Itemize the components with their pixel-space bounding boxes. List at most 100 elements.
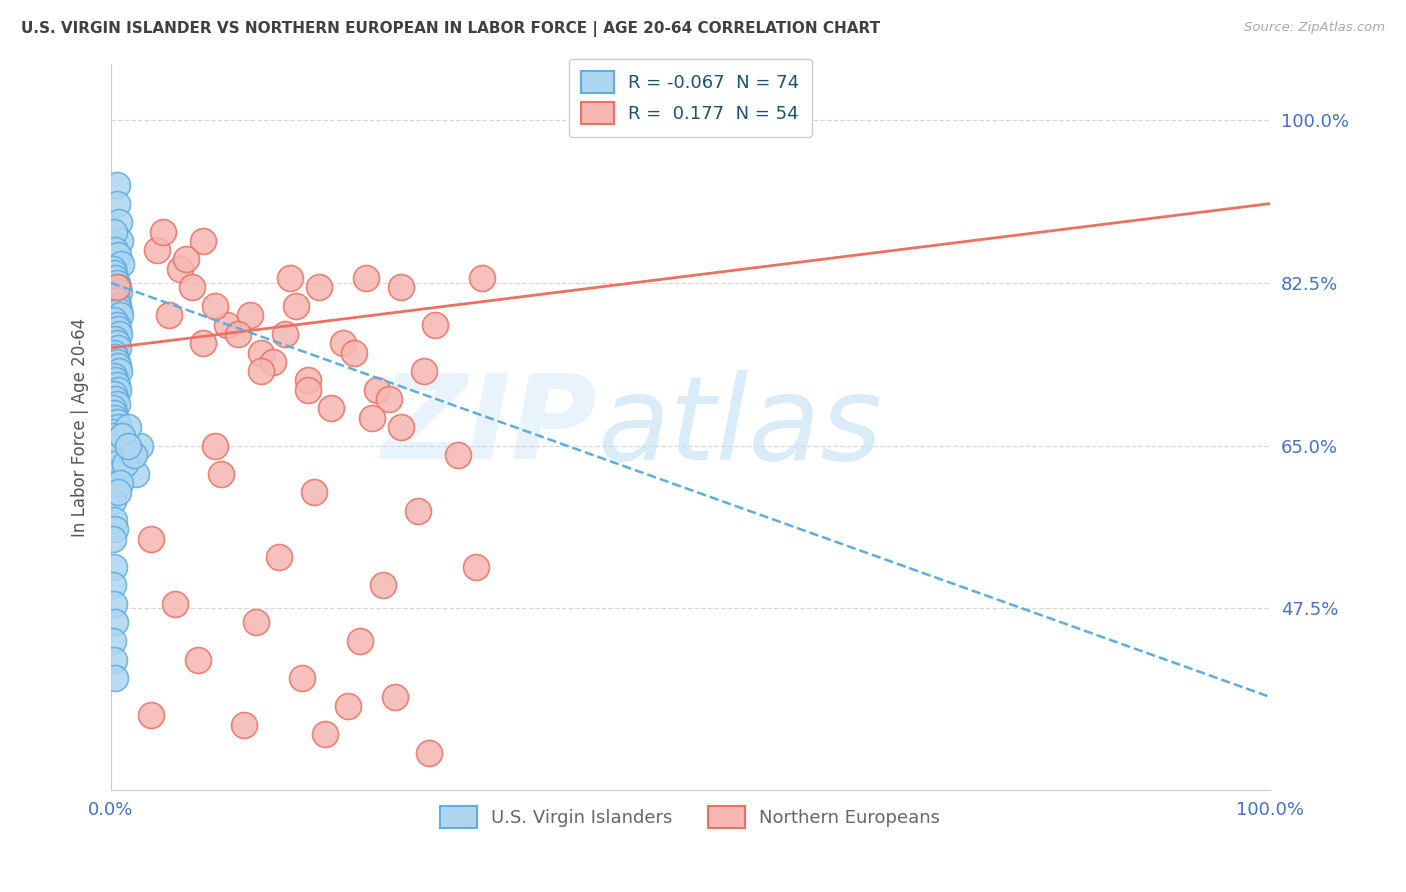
Point xyxy=(103,457,125,471)
Point xyxy=(105,336,128,351)
Point xyxy=(104,350,127,364)
Point xyxy=(104,332,127,346)
Point xyxy=(108,215,131,229)
Point xyxy=(319,401,342,416)
Point xyxy=(302,485,325,500)
Point xyxy=(107,383,129,397)
Point xyxy=(105,439,128,453)
Point xyxy=(105,294,128,309)
Point xyxy=(105,378,128,392)
Point xyxy=(103,368,125,383)
Point xyxy=(378,392,401,406)
Point xyxy=(291,671,314,685)
Point xyxy=(314,727,336,741)
Point xyxy=(101,425,124,439)
Point xyxy=(104,671,127,685)
Point xyxy=(104,410,127,425)
Point xyxy=(103,290,125,304)
Point xyxy=(105,280,128,294)
Point xyxy=(114,457,136,471)
Point xyxy=(107,280,129,294)
Point xyxy=(337,699,360,714)
Point xyxy=(107,420,129,434)
Point xyxy=(101,494,124,508)
Legend: U.S. Virgin Islanders, Northern Europeans: U.S. Virgin Islanders, Northern European… xyxy=(433,799,948,835)
Point xyxy=(418,746,440,760)
Point xyxy=(425,318,447,332)
Point xyxy=(101,634,124,648)
Point xyxy=(105,276,128,290)
Point xyxy=(105,475,128,490)
Point xyxy=(273,326,295,341)
Point xyxy=(103,225,125,239)
Point xyxy=(280,271,302,285)
Point xyxy=(215,318,238,332)
Point xyxy=(104,243,127,257)
Point xyxy=(384,690,406,704)
Point xyxy=(101,261,124,276)
Point xyxy=(366,383,388,397)
Point xyxy=(103,597,125,611)
Point xyxy=(141,532,163,546)
Point xyxy=(174,252,197,267)
Point xyxy=(122,448,145,462)
Point xyxy=(105,355,128,369)
Point xyxy=(262,355,284,369)
Point xyxy=(103,267,125,281)
Point xyxy=(104,292,127,306)
Point xyxy=(103,652,125,666)
Point xyxy=(471,271,494,285)
Point xyxy=(101,448,124,462)
Point xyxy=(105,318,128,332)
Text: Source: ZipAtlas.com: Source: ZipAtlas.com xyxy=(1244,21,1385,34)
Point xyxy=(360,410,382,425)
Point xyxy=(103,313,125,327)
Point xyxy=(107,248,129,262)
Point xyxy=(169,261,191,276)
Point xyxy=(285,299,308,313)
Point xyxy=(245,615,267,630)
Point xyxy=(308,280,330,294)
Y-axis label: In Labor Force | Age 20-64: In Labor Force | Age 20-64 xyxy=(72,318,89,537)
Point xyxy=(297,374,319,388)
Point xyxy=(110,257,132,271)
Point xyxy=(267,550,290,565)
Point xyxy=(125,467,148,481)
Point xyxy=(146,243,169,257)
Point xyxy=(103,387,125,401)
Point xyxy=(103,429,125,443)
Point xyxy=(204,439,226,453)
Point xyxy=(121,448,143,462)
Point xyxy=(104,467,127,481)
Point xyxy=(464,559,486,574)
Point xyxy=(204,299,226,313)
Point xyxy=(104,392,127,406)
Point xyxy=(108,303,131,318)
Point xyxy=(103,345,125,359)
Point xyxy=(447,448,470,462)
Point xyxy=(103,485,125,500)
Point xyxy=(117,420,139,434)
Point xyxy=(105,178,128,192)
Point xyxy=(193,336,215,351)
Point xyxy=(354,271,377,285)
Point xyxy=(108,285,131,299)
Point xyxy=(101,532,124,546)
Point xyxy=(104,615,127,630)
Point xyxy=(101,401,124,416)
Point xyxy=(250,345,273,359)
Point xyxy=(209,467,232,481)
Point xyxy=(141,708,163,723)
Point xyxy=(180,280,202,294)
Point xyxy=(105,397,128,411)
Point xyxy=(108,364,131,378)
Point xyxy=(103,513,125,527)
Point xyxy=(128,439,150,453)
Point xyxy=(389,280,412,294)
Point xyxy=(163,597,186,611)
Point xyxy=(108,475,131,490)
Point xyxy=(101,578,124,592)
Point xyxy=(108,326,131,341)
Point xyxy=(250,364,273,378)
Point xyxy=(157,308,180,322)
